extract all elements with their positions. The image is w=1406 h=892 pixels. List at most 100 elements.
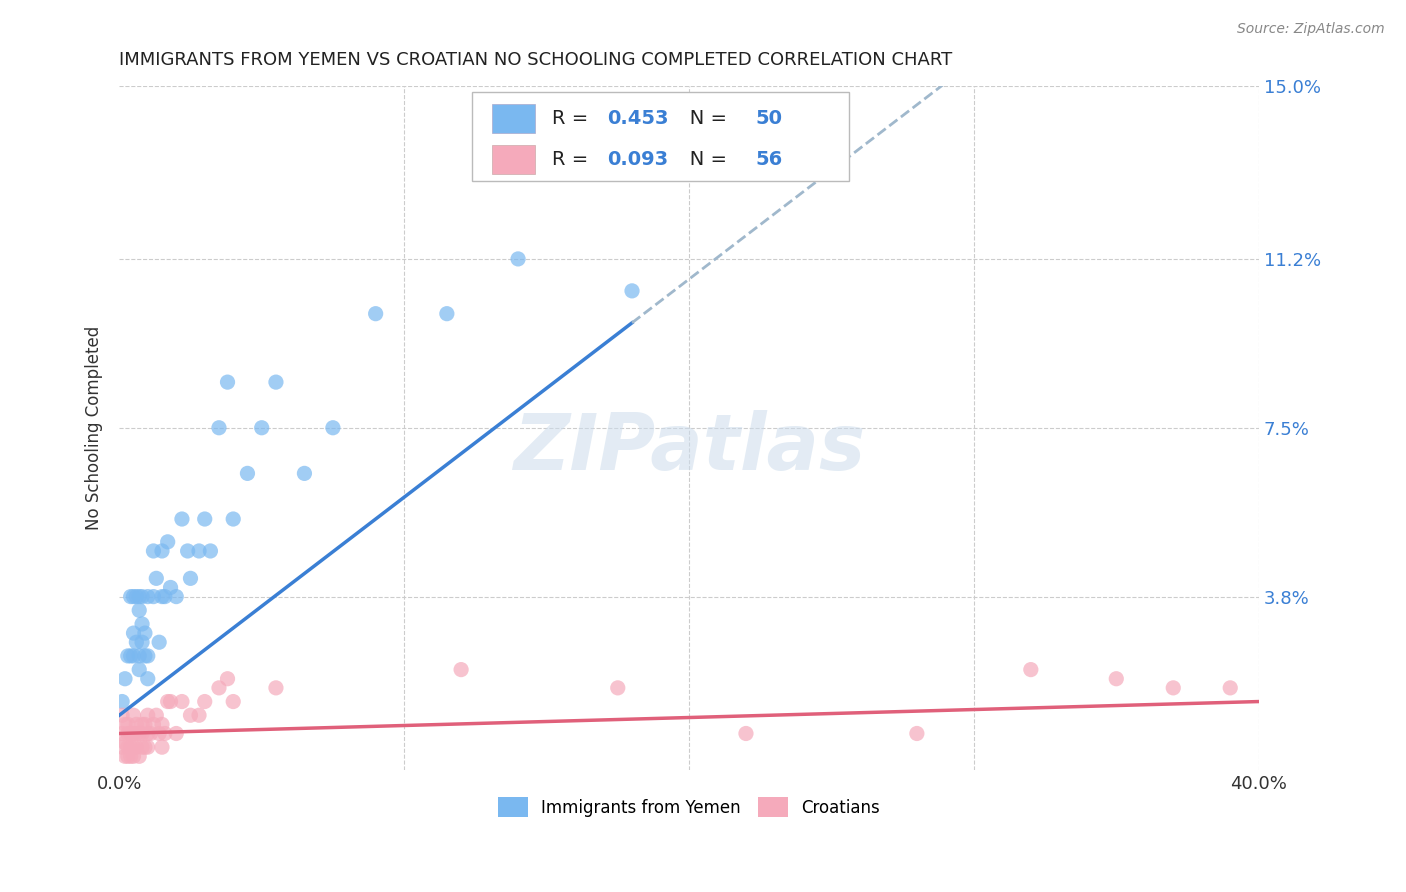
Point — [111, 708, 134, 723]
Point — [621, 284, 644, 298]
Point — [145, 571, 167, 585]
Point — [150, 590, 173, 604]
Point — [735, 726, 758, 740]
Point — [134, 740, 156, 755]
Point — [1019, 663, 1042, 677]
Point — [222, 694, 245, 708]
Point — [188, 544, 211, 558]
Point — [1105, 672, 1128, 686]
Point — [114, 717, 136, 731]
Point — [134, 626, 156, 640]
Point — [156, 534, 179, 549]
Point — [114, 672, 136, 686]
Point — [114, 749, 136, 764]
Point — [125, 590, 148, 604]
Point — [139, 726, 162, 740]
Y-axis label: No Schooling Completed: No Schooling Completed — [86, 326, 103, 530]
Text: R =: R = — [553, 110, 595, 128]
Point — [122, 648, 145, 663]
Point — [153, 590, 176, 604]
Point — [136, 672, 159, 686]
Text: N =: N = — [671, 110, 733, 128]
Point — [606, 681, 628, 695]
FancyBboxPatch shape — [492, 145, 536, 174]
Point — [122, 749, 145, 764]
Point — [136, 726, 159, 740]
Point — [188, 708, 211, 723]
Text: R =: R = — [553, 151, 595, 169]
Point — [125, 740, 148, 755]
Point — [122, 726, 145, 740]
Point — [142, 590, 165, 604]
Point — [170, 512, 193, 526]
Point — [125, 717, 148, 731]
Point — [142, 717, 165, 731]
Point — [294, 467, 316, 481]
Point — [128, 603, 150, 617]
Point — [120, 749, 142, 764]
Point — [128, 749, 150, 764]
Point — [120, 740, 142, 755]
Text: 0.453: 0.453 — [607, 110, 668, 128]
Point — [117, 726, 139, 740]
Text: IMMIGRANTS FROM YEMEN VS CROATIAN NO SCHOOLING COMPLETED CORRELATION CHART: IMMIGRANTS FROM YEMEN VS CROATIAN NO SCH… — [120, 51, 952, 69]
Point — [122, 740, 145, 755]
Point — [1161, 681, 1184, 695]
Point — [264, 681, 287, 695]
Point — [506, 252, 529, 266]
Point — [159, 581, 181, 595]
Point — [128, 590, 150, 604]
Legend: Immigrants from Yemen, Croatians: Immigrants from Yemen, Croatians — [492, 790, 887, 823]
Point — [150, 740, 173, 755]
Point — [122, 626, 145, 640]
Point — [131, 635, 153, 649]
Point — [134, 648, 156, 663]
Point — [159, 694, 181, 708]
Point — [217, 672, 239, 686]
Point — [131, 717, 153, 731]
Point — [170, 694, 193, 708]
Text: ZIPatlas: ZIPatlas — [513, 410, 865, 486]
Point — [194, 512, 217, 526]
Point — [217, 375, 239, 389]
Point — [150, 544, 173, 558]
Point — [322, 421, 344, 435]
Point — [176, 544, 198, 558]
Point — [194, 694, 217, 708]
Point — [117, 648, 139, 663]
Point — [120, 648, 142, 663]
Point — [136, 708, 159, 723]
Point — [128, 726, 150, 740]
Point — [222, 512, 245, 526]
Point — [264, 375, 287, 389]
Point — [236, 467, 259, 481]
Point — [122, 590, 145, 604]
Point — [1219, 681, 1241, 695]
Point — [179, 571, 201, 585]
Point — [117, 717, 139, 731]
Text: 56: 56 — [755, 151, 782, 169]
Point — [136, 590, 159, 604]
Point — [131, 617, 153, 632]
Point — [111, 694, 134, 708]
Point — [114, 736, 136, 750]
Point — [150, 717, 173, 731]
Point — [134, 717, 156, 731]
Point — [120, 590, 142, 604]
Point — [179, 708, 201, 723]
Point — [128, 648, 150, 663]
Point — [156, 694, 179, 708]
Point — [142, 544, 165, 558]
FancyBboxPatch shape — [492, 104, 536, 133]
Point — [165, 726, 187, 740]
Point — [148, 635, 170, 649]
Point — [125, 726, 148, 740]
Point — [450, 663, 472, 677]
Point — [131, 590, 153, 604]
Point — [136, 648, 159, 663]
Point — [117, 740, 139, 755]
Text: 0.093: 0.093 — [607, 151, 668, 169]
Point — [208, 421, 231, 435]
Point — [145, 708, 167, 723]
Point — [111, 740, 134, 755]
